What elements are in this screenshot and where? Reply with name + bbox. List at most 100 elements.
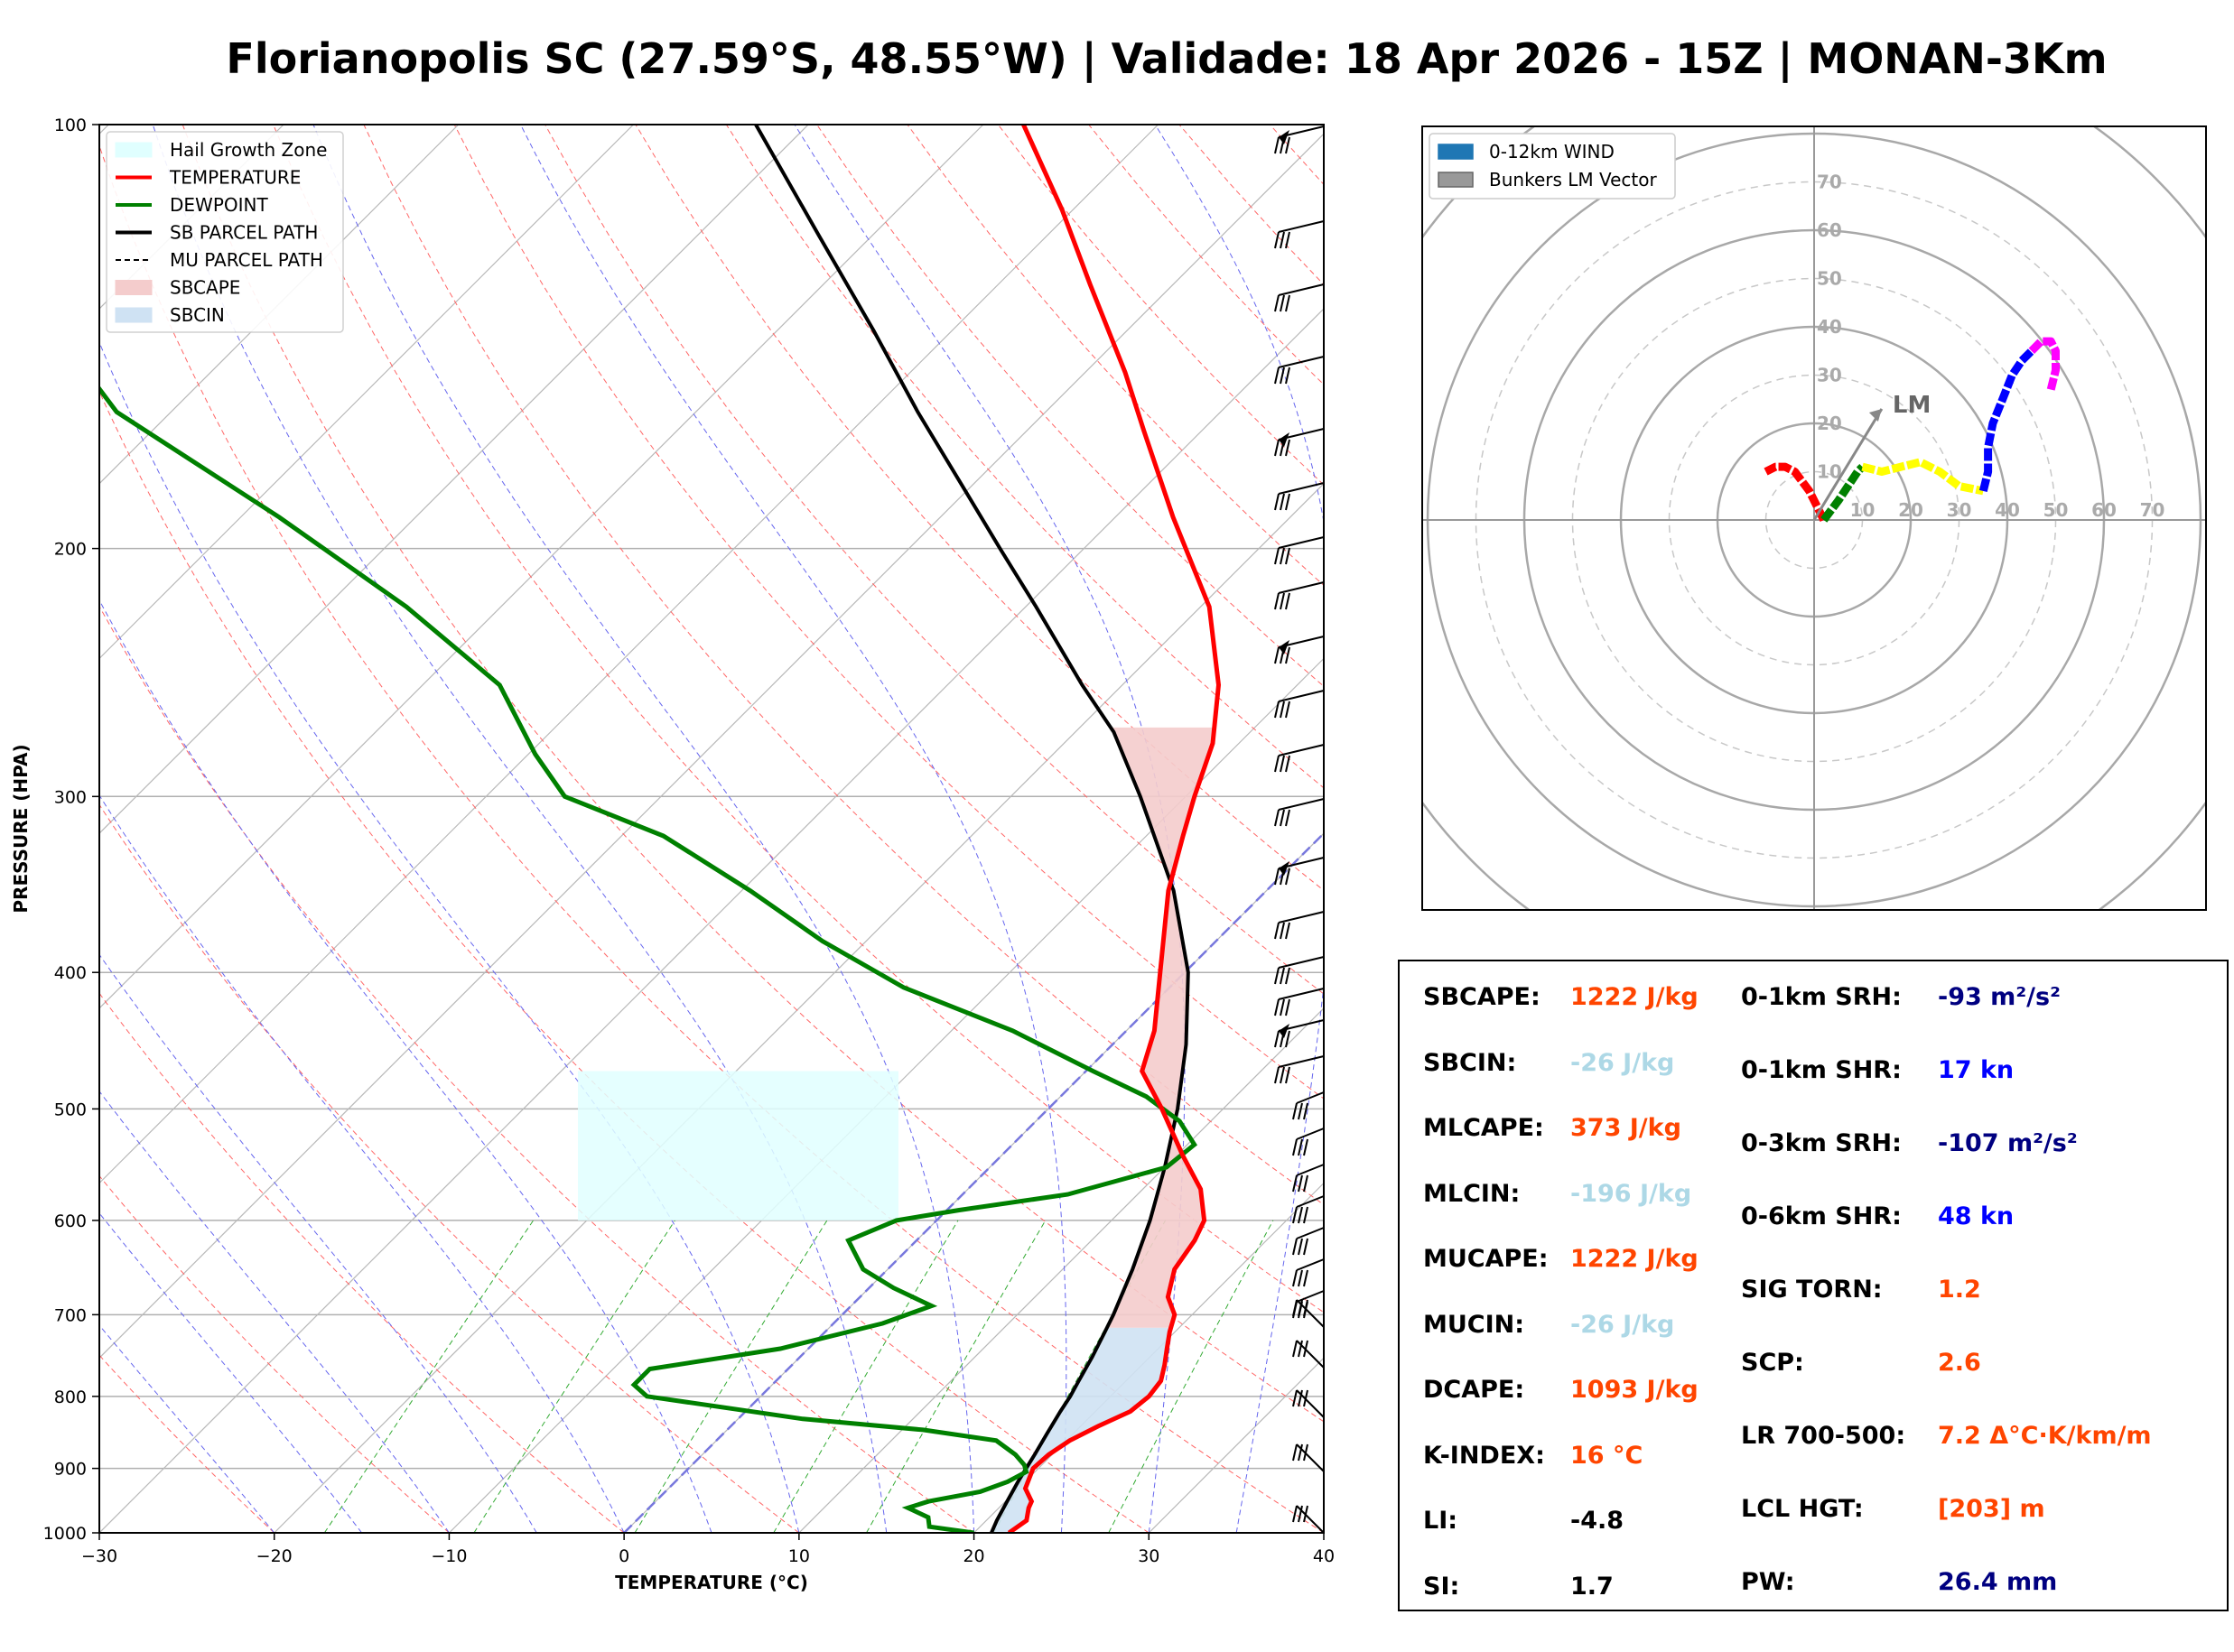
hail-growth-zone: [578, 1071, 898, 1220]
x-tick-label: 0: [619, 1546, 629, 1566]
param-label: LI:: [1423, 1507, 1458, 1535]
hodo-legend-swatch: [1438, 144, 1474, 160]
wind-barb: [1292, 1389, 1325, 1418]
y-tick-label: 1000: [43, 1524, 87, 1544]
param-label: K-INDEX:: [1423, 1441, 1545, 1470]
param-label: LR 700-500:: [1741, 1422, 1906, 1450]
hodo-ring-label-x: 70: [2140, 499, 2165, 521]
wind-barb: [1292, 1091, 1325, 1120]
moist-adiabat: [99, 1212, 362, 1533]
hodo-legend-label: Bunkers LM Vector: [1489, 169, 1658, 190]
param-value: -107 m²/s²: [1938, 1129, 2078, 1157]
hodo-segment: [1978, 348, 2034, 492]
param-value: 373 J/kg: [1570, 1114, 1681, 1142]
legend-item: MU PARCEL PATH: [116, 249, 323, 271]
legend-label: SBCAPE: [170, 277, 240, 299]
wind-barb: [1274, 690, 1325, 719]
param-value: 1222 J/kg: [1570, 983, 1699, 1011]
legend-item: DEWPOINT: [116, 194, 268, 216]
hodo-ring-label-x: 20: [1898, 499, 1923, 521]
legend-label: TEMPERATURE: [169, 167, 301, 189]
legend-label: MU PARCEL PATH: [170, 249, 323, 271]
hodo-segment: [1861, 458, 1985, 496]
hodo-ring-label-y: 40: [1817, 316, 1842, 338]
legend-swatch: [115, 280, 153, 295]
isotherm-line: [99, 125, 634, 660]
wind-barb: [1274, 911, 1325, 940]
param-value: [203] m: [1938, 1495, 2045, 1523]
isotherm-line: [99, 308, 1324, 1533]
wind-barb: [1274, 428, 1325, 457]
wind-barb: [1274, 857, 1325, 886]
y-tick-label: 600: [54, 1211, 87, 1231]
param-label: MLCAPE:: [1423, 1114, 1544, 1142]
hodo-segment: [1820, 463, 1866, 523]
wind-barb: [1292, 1227, 1325, 1256]
wind-barb: [1292, 1195, 1325, 1224]
param-label: PW:: [1741, 1568, 1795, 1596]
param-value: 1093 J/kg: [1570, 1376, 1699, 1404]
legend-label: DEWPOINT: [170, 194, 268, 216]
param-label: SIG TORN:: [1741, 1276, 1883, 1304]
wind-barb: [1274, 581, 1325, 610]
dewpoint-line: [99, 385, 1197, 1533]
wind-barb: [1274, 1055, 1325, 1084]
hodo-ring-label-x: 40: [1995, 499, 2020, 521]
wind-barb: [1274, 744, 1325, 773]
x-tick-label: −10: [431, 1546, 467, 1566]
moist-adiabat: [99, 794, 625, 1533]
hodo-legend-box: [1429, 133, 1676, 200]
wind-barb: [1274, 1019, 1325, 1048]
wind-barb: [1274, 798, 1325, 827]
lm-arrowhead: [1868, 408, 1882, 422]
x-tick-label: −30: [81, 1546, 117, 1566]
sbcin-area: [991, 1327, 1171, 1533]
x-axis-label: TEMPERATURE (°C): [615, 1572, 808, 1593]
legend-item: SBCAPE: [115, 277, 240, 299]
legend-item: SBCIN: [115, 304, 225, 326]
param-value: -26 J/kg: [1570, 1048, 1675, 1077]
param-value: 17 kn: [1938, 1056, 2015, 1084]
y-tick-label: 300: [54, 787, 87, 807]
param-label: DCAPE:: [1423, 1376, 1525, 1404]
y-tick-label: 100: [54, 116, 87, 135]
param-value: 16 °C: [1570, 1441, 1643, 1470]
param-label: SI:: [1423, 1572, 1460, 1601]
sbcape-area: [1107, 727, 1215, 1328]
param-label: SCP:: [1741, 1349, 1804, 1377]
hodo-ring-label-x: 50: [2043, 499, 2069, 521]
wind-barb: [1274, 220, 1325, 249]
lm-vector: [1812, 408, 1884, 521]
param-value: -93 m²/s²: [1938, 983, 2061, 1011]
hodo-legend-label: 0-12km WIND: [1489, 141, 1615, 162]
isotherm-line: [99, 125, 809, 834]
y-tick-label: 400: [54, 963, 87, 983]
y-tick-label: 900: [54, 1460, 87, 1480]
x-tick-label: 20: [963, 1546, 984, 1566]
dry-adiabat: [99, 803, 800, 1533]
x-tick-label: 10: [788, 1546, 810, 1566]
wind-barb: [1274, 125, 1325, 154]
hodo-legend-swatch: [1438, 172, 1474, 188]
dry-adiabat: [545, 125, 1324, 995]
mixing-ratio-line: [473, 1220, 675, 1533]
hodo-ring-label-y: 50: [1817, 268, 1842, 290]
wind-barb: [1292, 1164, 1325, 1193]
wind-barb: [1274, 636, 1325, 664]
mixing-ratio-line: [1108, 1220, 1274, 1533]
isotherm-line: [99, 125, 460, 485]
wind-barb: [1292, 1443, 1325, 1472]
mixing-ratio-line: [323, 1220, 535, 1533]
param-value: 7.2 Δ°C·K/km/m: [1938, 1422, 2152, 1450]
mixing-ratio-line: [866, 1220, 1047, 1533]
temperature-line: [1007, 125, 1222, 1533]
isotherm-line: [99, 125, 984, 1009]
wind-barb: [1292, 1290, 1325, 1319]
lm-label: LM: [1893, 392, 1931, 419]
dry-adiabat: [725, 125, 1324, 789]
param-label: 0-1km SRH:: [1741, 983, 1902, 1011]
param-label: 0-6km SHR:: [1741, 1202, 1902, 1230]
wind-barb: [1292, 1128, 1325, 1156]
